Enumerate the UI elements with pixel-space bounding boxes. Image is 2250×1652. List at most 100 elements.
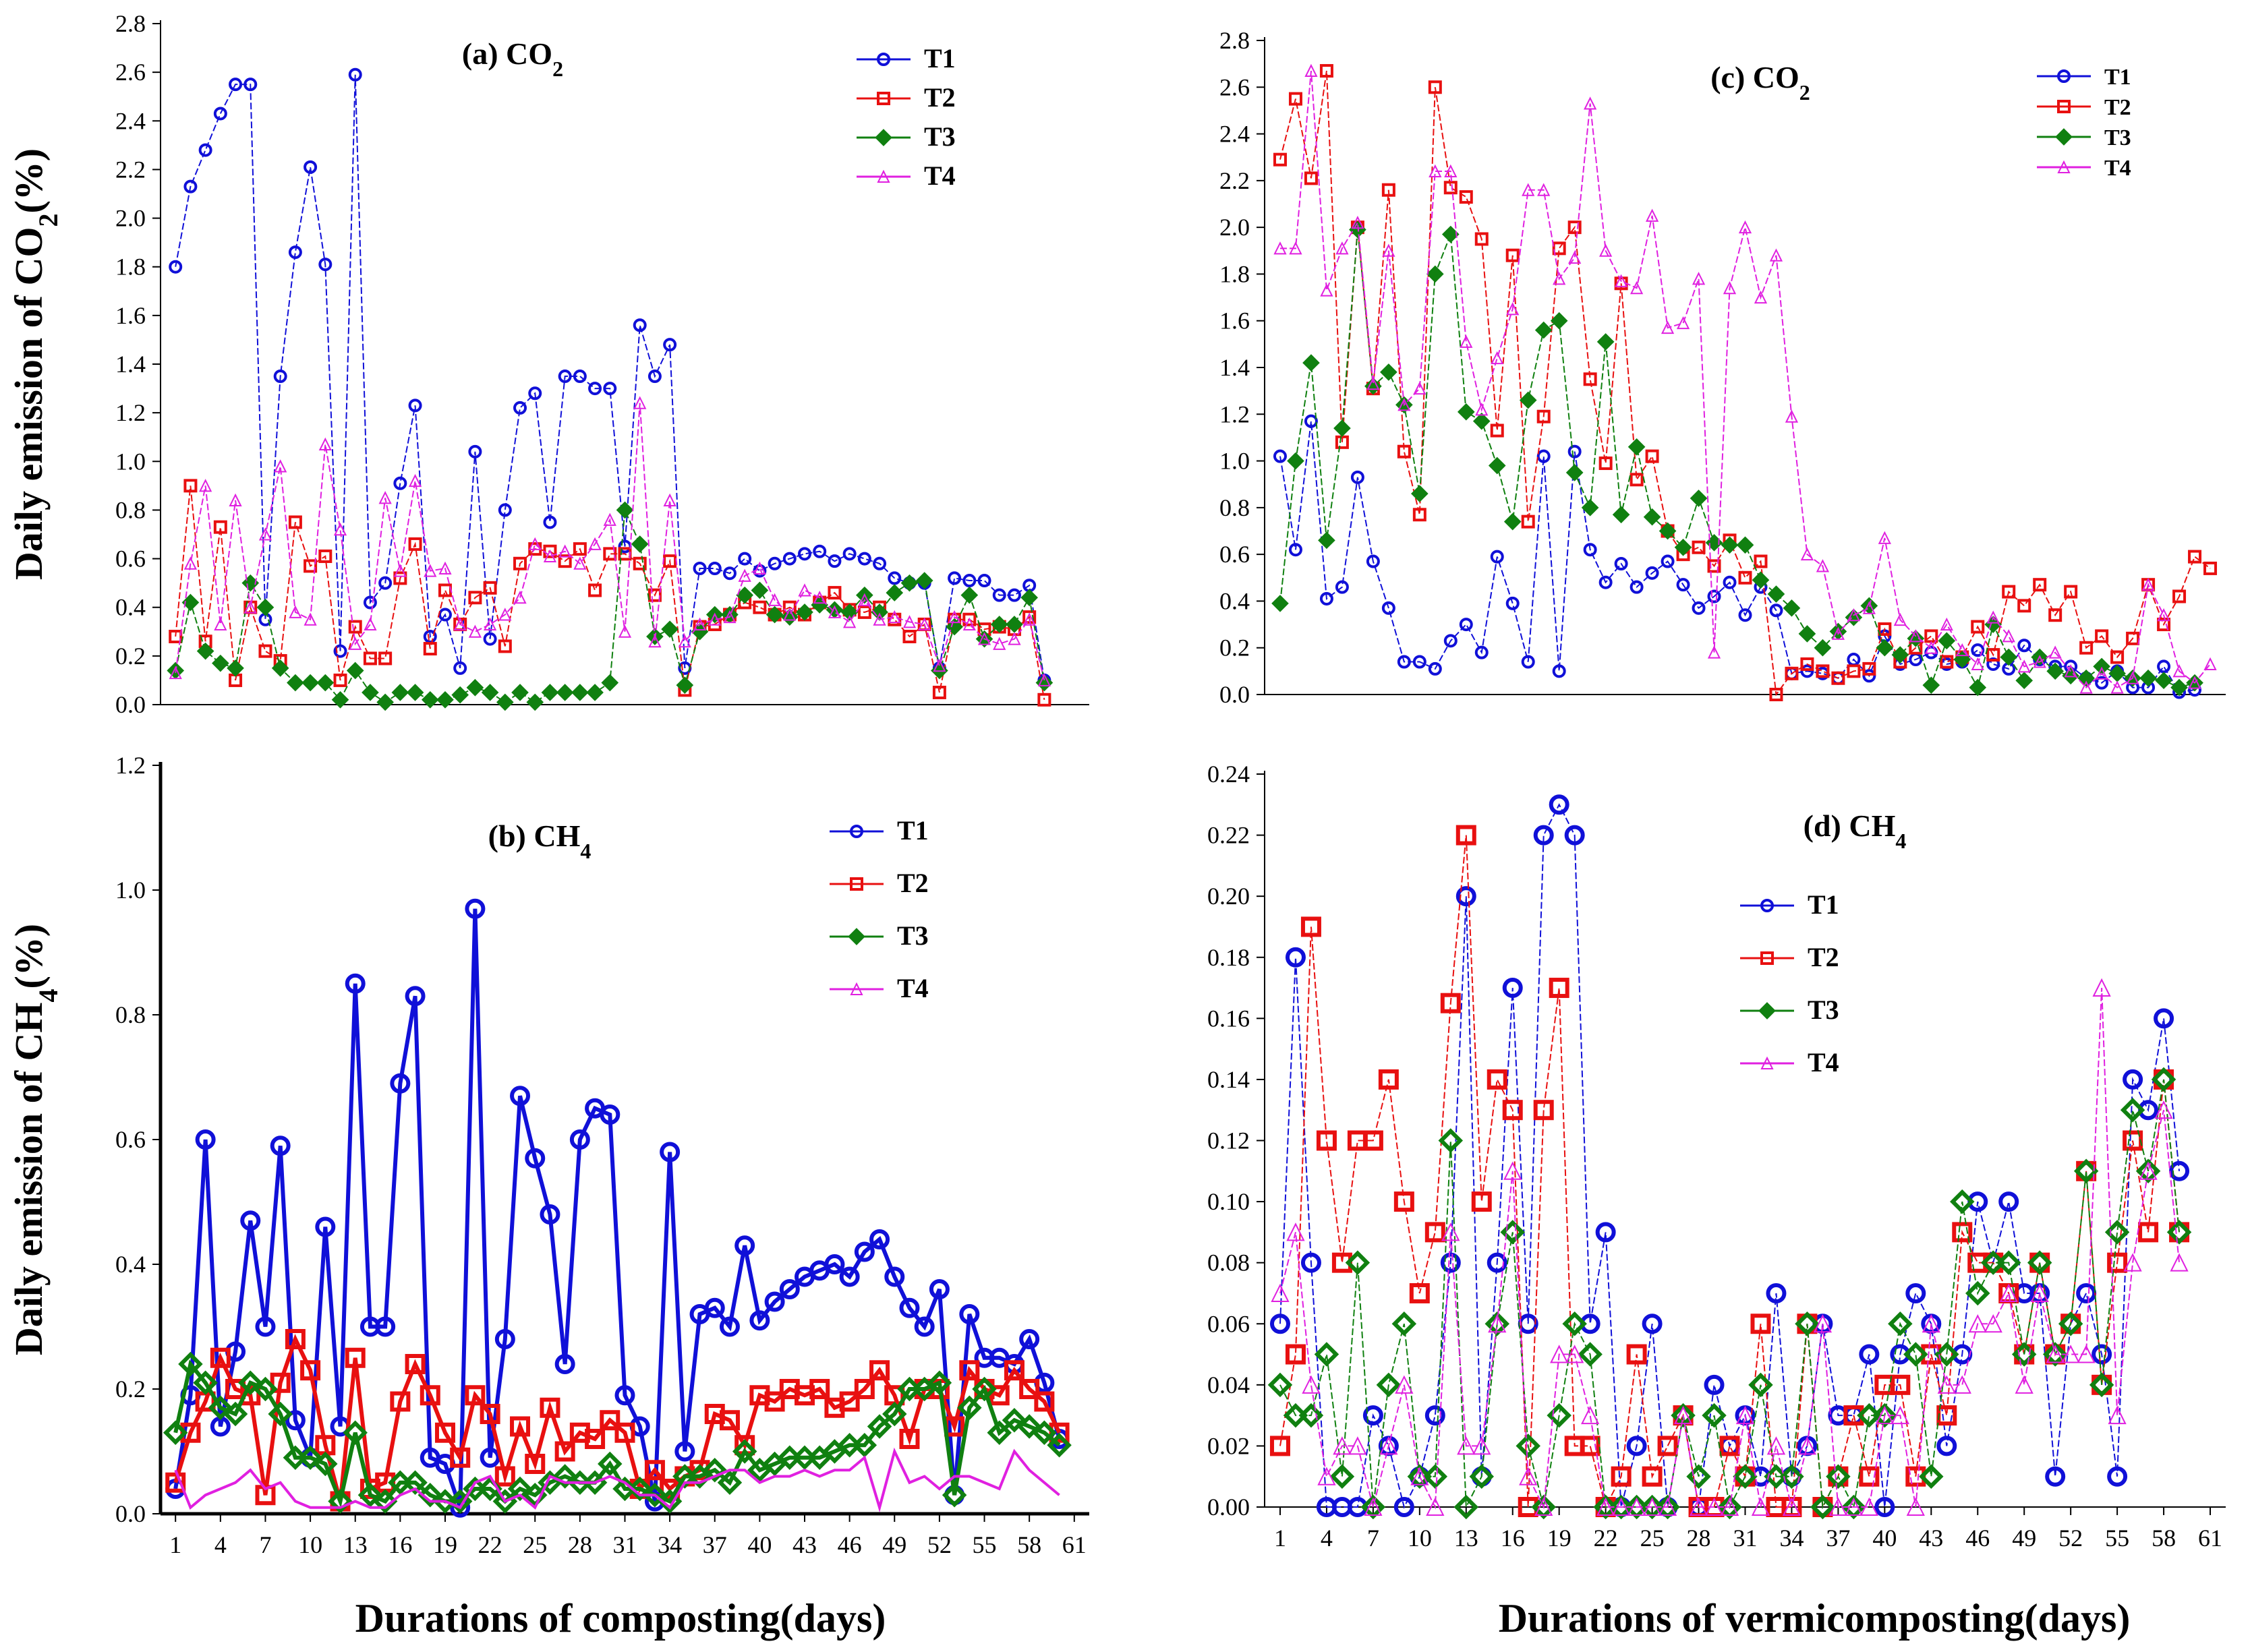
series-t2 <box>1269 825 2190 1517</box>
data-point <box>2141 577 2155 591</box>
data-point <box>2027 1250 2052 1275</box>
data-point <box>1661 554 1675 568</box>
data-point <box>2017 639 2031 653</box>
data-point <box>882 1401 907 1427</box>
data-point <box>2107 1252 2128 1273</box>
data-point <box>465 898 486 919</box>
data-point <box>1271 1283 1290 1302</box>
data-point <box>1736 536 1754 554</box>
data-point <box>1952 1222 1973 1243</box>
data-point <box>1723 575 1737 589</box>
data-point <box>2166 1220 2192 1245</box>
data-point <box>2033 655 2046 668</box>
data-point <box>1826 1464 1851 1489</box>
data-point <box>2048 608 2062 622</box>
data-point <box>1550 312 1568 330</box>
data-point <box>1286 1222 1305 1241</box>
data-point <box>1004 1360 1025 1381</box>
data-point <box>1438 1128 1464 1153</box>
legend-marker-t1 <box>850 825 863 838</box>
data-point <box>1986 648 2000 662</box>
data-point <box>333 673 347 687</box>
data-point <box>258 644 272 658</box>
data-point <box>333 523 347 536</box>
legend-label-t1: T1 <box>2104 65 2131 90</box>
data-point <box>633 396 647 409</box>
data-point <box>2172 664 2186 678</box>
data-point <box>466 678 484 697</box>
y-tick-label: 0.10 <box>1207 1188 1250 1215</box>
series-line-t3 <box>173 1359 1061 1508</box>
data-point <box>1769 248 1783 262</box>
data-point <box>573 542 587 556</box>
y-tick-label: 2.2 <box>115 156 146 183</box>
data-point <box>1502 978 1523 999</box>
data-point <box>301 674 319 692</box>
data-point <box>393 476 407 490</box>
data-point <box>498 608 512 621</box>
data-point <box>1565 464 1584 481</box>
data-point <box>1317 1467 1336 1485</box>
data-point <box>1643 508 1661 526</box>
data-point <box>1304 171 1318 185</box>
data-point <box>888 610 901 624</box>
data-point <box>1940 655 1954 669</box>
data-point <box>867 1414 892 1439</box>
data-point <box>1424 1222 1445 1243</box>
data-point <box>708 562 722 575</box>
legend-marker-t4 <box>1760 1056 1774 1069</box>
data-point <box>1909 629 1922 643</box>
data-point <box>1407 1464 1433 1489</box>
data-point <box>1717 1494 1742 1520</box>
data-point <box>1362 1130 1383 1151</box>
data-point <box>813 544 827 558</box>
data-point <box>1769 603 1783 618</box>
y-tick-label: 0.20 <box>1207 883 1250 910</box>
data-point <box>1878 531 1891 544</box>
data-point <box>1552 664 1566 678</box>
series-line-t3 <box>175 510 1045 703</box>
data-point <box>783 608 797 621</box>
data-point <box>663 554 677 568</box>
data-point <box>2095 629 2109 643</box>
data-point <box>390 1073 411 1094</box>
data-point <box>573 556 587 570</box>
data-point <box>1429 164 1442 177</box>
data-point <box>1800 547 1814 561</box>
x-tick-label: 7 <box>259 1531 271 1558</box>
data-point <box>1333 1436 1352 1455</box>
data-point <box>2170 1253 2189 1272</box>
y-tick-label: 0.6 <box>115 545 146 572</box>
legend-label-t1: T1 <box>924 43 956 73</box>
y-tick-label: 0.4 <box>1219 587 1250 614</box>
data-point <box>1549 794 1569 815</box>
data-point <box>1859 1466 1880 1487</box>
data-point <box>2064 664 2077 678</box>
data-point <box>468 444 482 459</box>
data-point <box>2061 1345 2080 1363</box>
data-point <box>468 624 482 638</box>
legend-marker-t4 <box>2057 160 2071 173</box>
data-point <box>642 1483 668 1508</box>
legend-label-t4: T4 <box>1808 1047 1839 1078</box>
data-point <box>480 1404 500 1424</box>
x-tick-label: 1 <box>169 1531 181 1558</box>
y-tick-label: 0.2 <box>115 643 146 670</box>
data-point <box>510 1416 531 1437</box>
y-tick-label: 1.8 <box>115 254 146 281</box>
data-point <box>1627 438 1646 456</box>
x-tick-label: 4 <box>214 1531 227 1558</box>
legend: T1 T2 T3 T4 <box>857 43 956 191</box>
data-point <box>528 386 542 401</box>
data-point <box>1521 655 1535 669</box>
data-point <box>1318 531 1335 550</box>
data-point <box>1721 536 1739 554</box>
legend-marker-t3 <box>1758 1002 1776 1020</box>
data-point <box>1859 1497 1878 1516</box>
data-point <box>438 608 452 622</box>
legend-label-t3: T3 <box>897 920 929 951</box>
data-point <box>304 559 318 573</box>
data-point <box>229 78 243 92</box>
data-point <box>1333 419 1351 437</box>
